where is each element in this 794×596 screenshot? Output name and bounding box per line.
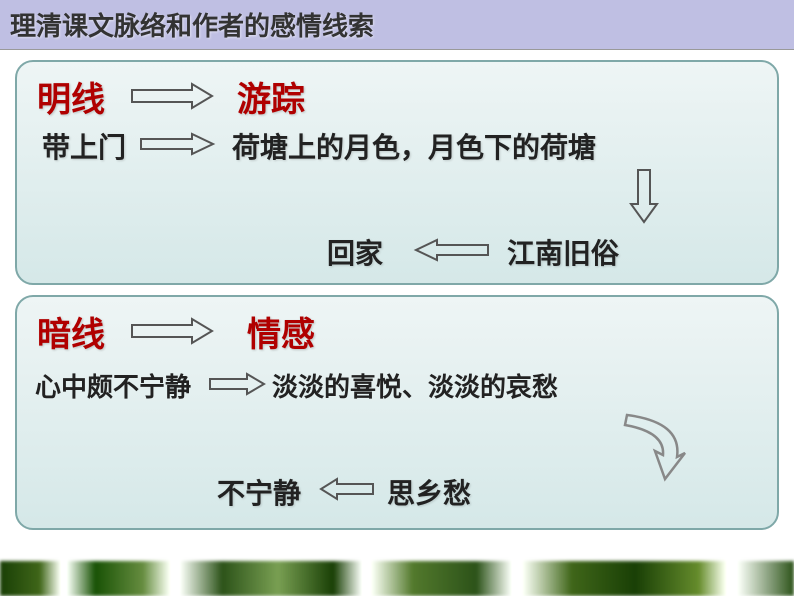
title-text: 理清课文脉络和作者的感情线索 xyxy=(10,11,374,41)
arrow-left-icon xyxy=(412,236,492,264)
label-mingxian: 明线 xyxy=(37,72,105,121)
step4b-text: 不宁静 xyxy=(217,472,301,512)
step3b-text: 思乡愁 xyxy=(387,472,471,512)
step3-text: 江南旧俗 xyxy=(507,232,619,272)
footer-decoration xyxy=(0,561,794,596)
label-anxian: 暗线 xyxy=(37,307,105,356)
arrow-right-icon xyxy=(127,315,217,347)
step2-text: 荷塘上的月色，月色下的荷塘 xyxy=(232,126,596,166)
step4-text: 回家 xyxy=(327,232,383,272)
step1b-text: 心中颇不宁静 xyxy=(35,367,191,404)
arrow-down-icon xyxy=(627,166,661,226)
panel-anxian: 暗线 情感 心中颇不宁静 淡淡的喜悦、淡淡的哀愁 思乡愁 不宁静 xyxy=(15,295,779,530)
step2b-text: 淡淡的喜悦、淡淡的哀愁 xyxy=(272,367,558,404)
arrow-left-icon xyxy=(317,475,377,503)
arrow-right-icon xyxy=(137,130,217,158)
label-qinggan: 情感 xyxy=(247,307,315,356)
arrow-right-icon xyxy=(127,80,217,112)
curved-arrow-icon xyxy=(607,407,697,487)
panel-mingxian: 明线 游踪 带上门 荷塘上的月色，月色下的荷塘 江南旧俗 回家 xyxy=(15,60,779,285)
arrow-right-icon xyxy=(207,371,267,397)
step1-text: 带上门 xyxy=(42,126,126,166)
page-title: 理清课文脉络和作者的感情线索 xyxy=(0,0,794,50)
label-youzong: 游踪 xyxy=(237,72,305,121)
